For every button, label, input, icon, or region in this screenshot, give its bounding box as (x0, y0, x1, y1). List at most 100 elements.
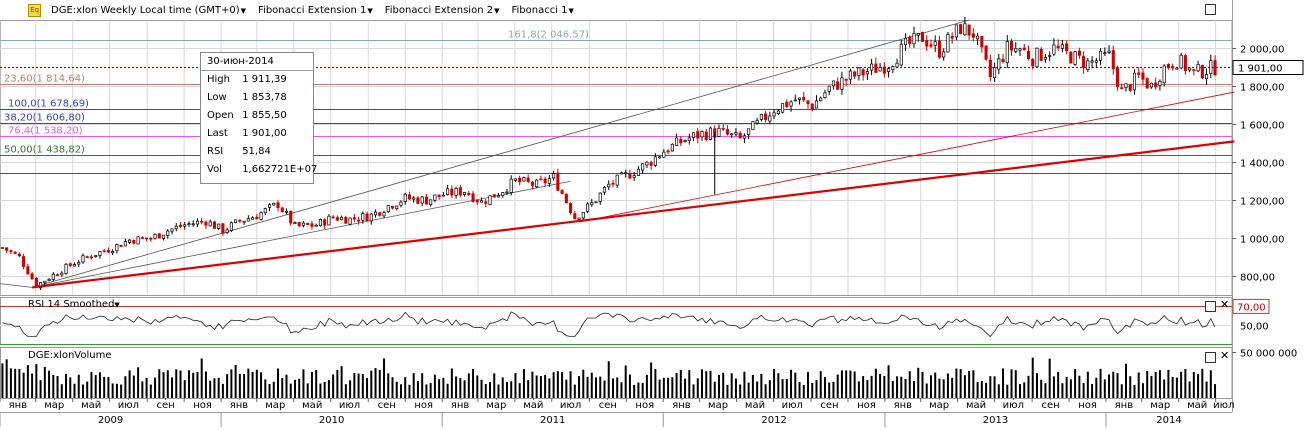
candle-body (263, 208, 267, 214)
candle-body (997, 58, 1001, 70)
candle-body (853, 71, 857, 77)
close-volume-pane-icon[interactable]: ✕ (1220, 349, 1230, 362)
candle-body (539, 178, 543, 181)
volume-pane-label[interactable]: DGE:xlonVolume (28, 350, 112, 361)
candle-body (1094, 60, 1098, 63)
volume-bar (22, 372, 25, 398)
month-tick-label: мар (44, 400, 64, 411)
candle-body (590, 202, 594, 206)
candle-body (1154, 82, 1158, 88)
month-tick-label: ноя (857, 400, 876, 411)
candle-body (238, 219, 242, 222)
candle-body (1162, 65, 1166, 83)
volume-bar (281, 378, 284, 398)
candle-body (980, 35, 984, 48)
candle-body (573, 213, 577, 220)
maximize-price-pane-button[interactable] (1205, 4, 1216, 15)
volume-bar (463, 380, 466, 398)
candle-body (577, 217, 581, 220)
volume-bar (891, 381, 894, 398)
volume-bar (192, 372, 195, 398)
candle-body (691, 132, 696, 138)
volume-bar (1188, 381, 1191, 398)
volume-bar (662, 377, 665, 398)
candle-body (666, 150, 670, 153)
candle-body (1124, 83, 1128, 88)
volume-bar (768, 380, 771, 398)
equity-icon[interactable]: Eq (28, 3, 41, 17)
volume-bar (552, 372, 555, 398)
rsi-pane-label[interactable]: RSI 14 Smoothed▼ (28, 299, 120, 310)
candle-body (895, 62, 899, 68)
volume-bar (77, 374, 80, 398)
candle-body (51, 273, 55, 280)
volume-bar (171, 377, 174, 398)
candle-body (47, 278, 51, 281)
volume-bar (637, 382, 640, 398)
volume-bar (43, 366, 46, 398)
candle-body (1031, 58, 1035, 67)
candle-body (509, 178, 513, 193)
volume-bar (505, 381, 508, 398)
candle-body (267, 204, 272, 208)
volume-bar (1074, 369, 1077, 398)
candle-body (246, 218, 250, 222)
volume-bar (238, 373, 241, 398)
volume-bar (187, 370, 190, 398)
candle-body (280, 207, 284, 213)
volume-bar (1137, 372, 1140, 398)
candle-body (552, 173, 556, 179)
candle-body (204, 221, 208, 226)
volume-bar (1095, 377, 1098, 398)
candle-body (679, 138, 683, 144)
candle-body (793, 99, 797, 102)
maximize-volume-pane-button[interactable] (1205, 352, 1216, 363)
candle-body (976, 35, 980, 40)
candle-body (844, 78, 848, 81)
month-tick-label: ноя (414, 400, 433, 411)
candle-body (208, 221, 212, 227)
fib-extension-2-menu[interactable]: Fibonacci Extension 2▼ (379, 5, 506, 16)
volume-bar (832, 381, 835, 398)
candle-body (607, 183, 611, 188)
candle-body (810, 103, 814, 110)
volume-bar (616, 377, 619, 398)
volume-bar (162, 372, 165, 398)
candle-body (1111, 50, 1115, 70)
volume-bar (823, 376, 826, 398)
price-tick-label: 1 800,00 (1240, 83, 1285, 94)
candle-body (1090, 60, 1094, 63)
volume-bar (565, 379, 568, 398)
volume-bar (336, 369, 339, 398)
volume-bar (124, 376, 127, 398)
volume-bar (739, 384, 742, 398)
candle-body (1035, 47, 1039, 68)
price-tick-label: 800,00 (1240, 273, 1275, 284)
volume-bar (374, 368, 377, 398)
candle-body (200, 220, 204, 223)
volume-bar (1197, 374, 1200, 398)
volume-bar (86, 381, 89, 398)
volume-bar (493, 373, 496, 398)
candle-body (484, 201, 488, 204)
symbol-menu[interactable]: DGE:xlon Weekly Local time (GMT+0)▼ (45, 5, 252, 16)
fib-extension-1-menu[interactable]: Fibonacci Extension 1▼ (252, 5, 379, 16)
volume-bar (497, 384, 500, 398)
fibonacci-1-menu[interactable]: Fibonacci 1▼ (505, 5, 579, 16)
volume-bar (1209, 370, 1212, 398)
month-tick-label: сен (157, 400, 175, 411)
candle-body (933, 41, 937, 46)
maximize-rsi-pane-button[interactable] (1205, 301, 1216, 312)
candle-body (424, 196, 428, 205)
price-tick-label: 1 200,00 (1240, 197, 1285, 208)
volume-bar (285, 374, 288, 398)
candle-body (301, 222, 306, 226)
volume-bar (90, 371, 93, 398)
close-rsi-pane-icon[interactable]: ✕ (1220, 298, 1230, 311)
candle-body (1005, 41, 1009, 64)
candle-body (755, 119, 759, 124)
candle-body (255, 216, 259, 220)
channel-lines (0, 19, 970, 288)
